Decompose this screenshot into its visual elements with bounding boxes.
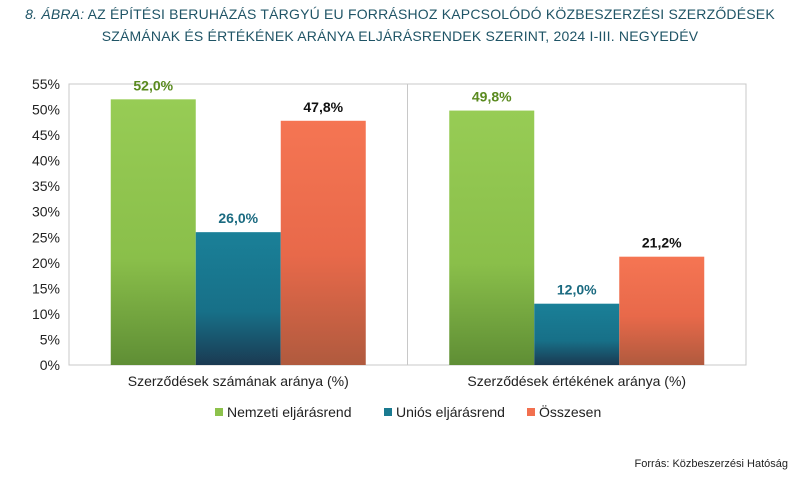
data-label: 12,0%: [557, 282, 597, 298]
data-label: 52,0%: [133, 77, 173, 93]
y-tick-label: 20%: [32, 255, 60, 271]
x-category-label: Szerződések értékének aránya (%): [467, 373, 686, 389]
data-label: 47,8%: [303, 99, 343, 115]
y-tick-label: 55%: [32, 76, 60, 92]
chart-title-line2: SZÁMÁNAK ÉS ÉRTÉKÉNEK ARÁNYA ELJÁRÁSREND…: [101, 28, 699, 44]
y-tick-label: 45%: [32, 127, 60, 143]
y-tick-label: 40%: [32, 153, 60, 169]
y-tick-label: 5%: [40, 331, 60, 347]
bar: [280, 120, 366, 365]
title-text-1: AZ ÉPÍTÉSI BERUHÁZÁS TÁRGYÚ EU FORRÁSHOZ…: [87, 6, 775, 22]
bar: [110, 99, 196, 365]
legend-label: Nemzeti eljárásrend: [227, 404, 352, 420]
legend-swatch: [384, 408, 392, 416]
legend-swatch: [527, 408, 535, 416]
data-label: 26,0%: [218, 210, 258, 226]
data-label: 49,8%: [472, 89, 512, 105]
data-label: 21,2%: [642, 235, 682, 251]
bar: [619, 256, 705, 365]
bar: [195, 232, 281, 365]
figure-number: 8. ÁBRA:: [25, 6, 85, 22]
source-note: Forrás: Közbeszerzési Hatóság: [634, 458, 788, 470]
x-category-label: Szerződések számának aránya (%): [128, 373, 349, 389]
bar: [449, 110, 535, 365]
y-tick-label: 35%: [32, 178, 60, 194]
y-tick-label: 15%: [32, 280, 60, 296]
y-tick-label: 30%: [32, 204, 60, 220]
y-tick-label: 0%: [40, 357, 60, 373]
y-tick-label: 25%: [32, 229, 60, 245]
legend-label: Összesen: [539, 403, 601, 420]
bar: [534, 303, 620, 365]
legend-label: Uniós eljárásrend: [396, 404, 505, 420]
legend-swatch: [215, 408, 223, 416]
chart-title-line1: 8. ÁBRA: AZ ÉPÍTÉSI BERUHÁZÁS TÁRGYÚ EU …: [0, 6, 800, 22]
y-tick-label: 10%: [32, 306, 60, 322]
y-tick-label: 50%: [32, 102, 60, 118]
